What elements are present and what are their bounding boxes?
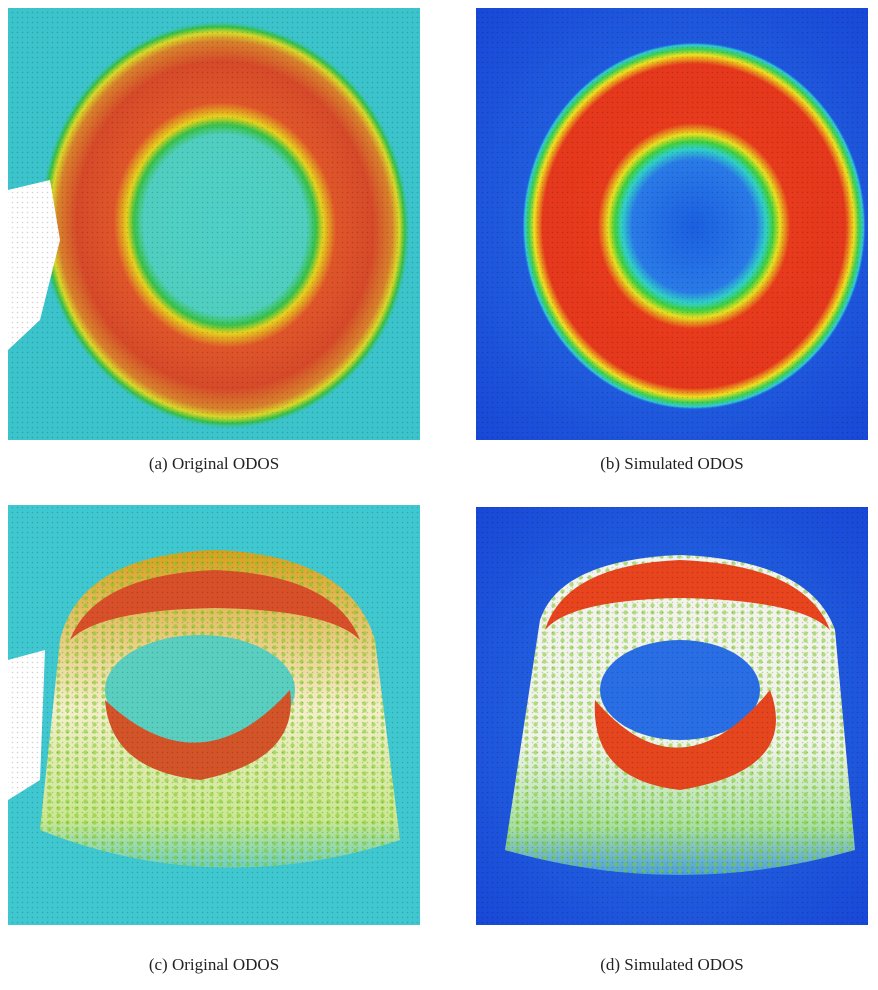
- caption: (c) Original ODOS: [149, 955, 279, 974]
- caption: (b) Simulated ODOS: [600, 454, 744, 473]
- caption: (d) Simulated ODOS: [600, 955, 744, 974]
- panel-c-image: [8, 505, 420, 925]
- panel-b-image: [476, 8, 868, 440]
- figure: (a) Original ODOS (b) Simulated ODOS (c)…: [0, 0, 878, 990]
- caption: (a) Original ODOS: [149, 454, 279, 473]
- panel-d-image: [476, 507, 868, 925]
- panel-a-image: [8, 0, 437, 454]
